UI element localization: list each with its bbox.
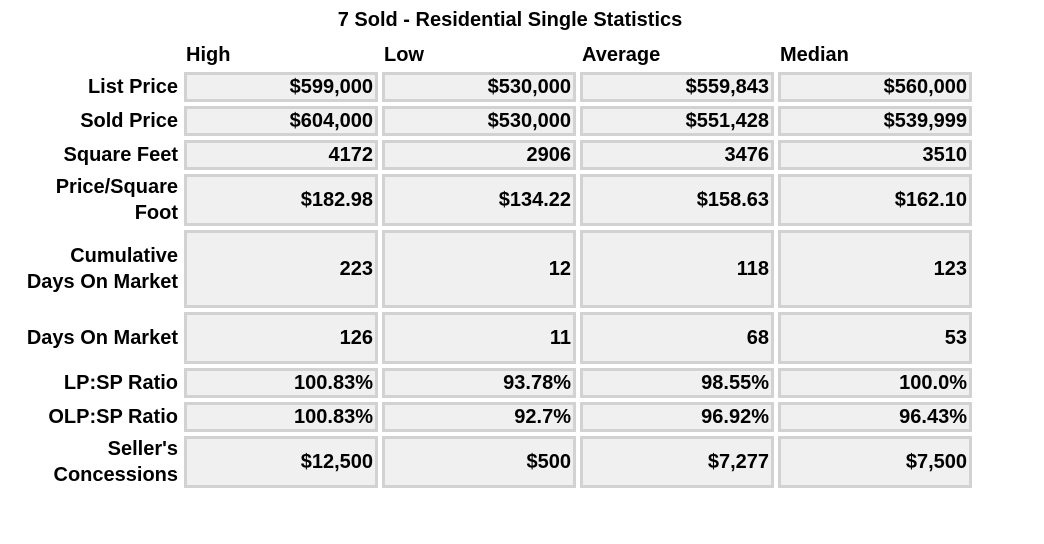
cell-concessions-average: $7,277 <box>580 436 774 488</box>
column-header-average: Average <box>582 43 661 66</box>
row-label-square-feet: Square Feet <box>63 144 178 166</box>
cell-lp-sp-low: 93.78% <box>382 368 576 398</box>
cell-lp-sp-high: 100.83% <box>184 368 378 398</box>
cell-square-feet-median: 3510 <box>778 140 972 170</box>
cell-square-feet-low: 2906 <box>382 140 576 170</box>
header-corner <box>24 42 180 68</box>
cell-dom-median: 53 <box>778 312 972 364</box>
cell-olp-sp-low: 92.7% <box>382 402 576 432</box>
row-label-price-per-square-foot: Price/Square Foot <box>55 176 178 224</box>
page-title: 7 Sold - Residential Single Statistics <box>337 9 683 31</box>
column-header-high: High <box>186 43 231 66</box>
cell-sold-price-high: $604,000 <box>184 106 378 136</box>
cell-dom-low: 11 <box>382 312 576 364</box>
cell-lp-sp-average: 98.55% <box>580 368 774 398</box>
cell-olp-sp-high: 100.83% <box>184 402 378 432</box>
cell-lp-sp-median: 100.0% <box>778 368 972 398</box>
statistics-table: High Low Average Median List Price $599,… <box>20 38 976 492</box>
row-label-sellers-concessions: Seller's Concessions <box>53 438 178 486</box>
column-header-median: Median <box>780 43 849 66</box>
table-row: Square Feet 4172 2906 3476 3510 <box>24 140 972 170</box>
table-row: Sold Price $604,000 $530,000 $551,428 $5… <box>24 106 972 136</box>
cell-olp-sp-median: 96.43% <box>778 402 972 432</box>
cell-square-feet-average: 3476 <box>580 140 774 170</box>
cell-cdom-average: 118 <box>580 230 774 308</box>
row-label-days-on-market: Days On Market <box>26 327 178 349</box>
table-row: OLP:SP Ratio 100.83% 92.7% 96.92% 96.43% <box>24 402 972 432</box>
cell-price-per-sqft-low: $134.22 <box>382 174 576 226</box>
cell-concessions-median: $7,500 <box>778 436 972 488</box>
table-row: List Price $599,000 $530,000 $559,843 $5… <box>24 72 972 102</box>
cell-dom-average: 68 <box>580 312 774 364</box>
cell-cdom-low: 12 <box>382 230 576 308</box>
cell-list-price-median: $560,000 <box>778 72 972 102</box>
cell-price-per-sqft-high: $182.98 <box>184 174 378 226</box>
cell-sold-price-low: $530,000 <box>382 106 576 136</box>
table-header-row: High Low Average Median <box>24 42 972 68</box>
cell-price-per-sqft-average: $158.63 <box>580 174 774 226</box>
cell-sold-price-median: $539,999 <box>778 106 972 136</box>
row-label-olp-sp-ratio: OLP:SP Ratio <box>48 406 178 428</box>
table-row: LP:SP Ratio 100.83% 93.78% 98.55% 100.0% <box>24 368 972 398</box>
cell-list-price-high: $599,000 <box>184 72 378 102</box>
row-label-cumulative-days-on-market: Cumulative Days On Market <box>26 245 178 293</box>
cell-dom-high: 126 <box>184 312 378 364</box>
table-row: Days On Market 126 11 68 53 <box>24 312 972 364</box>
cell-list-price-average: $559,843 <box>580 72 774 102</box>
row-label-lp-sp-ratio: LP:SP Ratio <box>63 372 178 394</box>
cell-olp-sp-average: 96.92% <box>580 402 774 432</box>
table-row: Price/Square Foot $182.98 $134.22 $158.6… <box>24 174 972 226</box>
cell-concessions-low: $500 <box>382 436 576 488</box>
column-header-low: Low <box>384 43 424 66</box>
cell-sold-price-average: $551,428 <box>580 106 774 136</box>
row-label-sold-price: Sold Price <box>80 110 178 132</box>
row-label-list-price: List Price <box>87 76 178 98</box>
cell-cdom-high: 223 <box>184 230 378 308</box>
cell-cdom-median: 123 <box>778 230 972 308</box>
cell-square-feet-high: 4172 <box>184 140 378 170</box>
table-row: Seller's Concessions $12,500 $500 $7,277… <box>24 436 972 488</box>
cell-concessions-high: $12,500 <box>184 436 378 488</box>
cell-price-per-sqft-median: $162.10 <box>778 174 972 226</box>
table-row: Cumulative Days On Market 223 12 118 123 <box>24 230 972 308</box>
cell-list-price-low: $530,000 <box>382 72 576 102</box>
